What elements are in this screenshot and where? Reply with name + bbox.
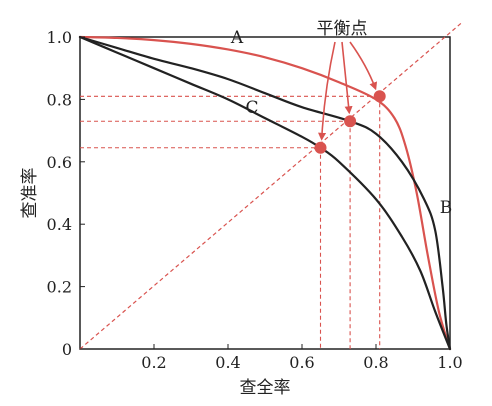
plot-area <box>78 22 462 351</box>
x-tick-label: 1.0 <box>437 353 462 372</box>
x-tick-label: 0.4 <box>215 353 240 372</box>
curve-a <box>78 35 452 351</box>
x-tick-label: 0.2 <box>141 353 166 372</box>
x-tick-label: 0.6 <box>289 353 314 372</box>
curve-label-a: A <box>230 28 244 48</box>
y-tick-label: 0.4 <box>47 215 72 234</box>
break-even-marker <box>344 115 357 128</box>
annotation-arrow <box>318 41 336 141</box>
break-even-annotation: 平衡点 <box>317 19 368 39</box>
x-axis-ticks: 0.2 0.4 0.6 0.8 1.0 <box>141 344 463 372</box>
curve-label-c: C <box>245 98 258 118</box>
y-axis-title-group: 查准率 <box>20 168 40 219</box>
curve-label-b: B <box>440 198 453 218</box>
break-even-marker <box>314 141 327 154</box>
annotation-arrow <box>349 41 378 91</box>
y-axis-ticks: 0 0.2 0.4 0.6 0.8 1.0 <box>47 28 85 359</box>
curve-c <box>78 35 452 351</box>
y-tick-label: 0.2 <box>47 278 72 297</box>
diagonal-line <box>79 22 462 350</box>
y-tick-label: 0.6 <box>47 153 72 172</box>
x-tick-label: 0.8 <box>363 353 388 372</box>
y-axis-title: 查准率 <box>20 168 40 219</box>
x-axis-title: 查全率 <box>240 378 291 398</box>
annotation-arrow <box>341 41 353 115</box>
y-tick-label: 1.0 <box>47 28 72 47</box>
y-tick-label: 0 <box>62 340 72 359</box>
y-tick-label: 0.8 <box>47 90 72 109</box>
plot-frame <box>79 36 451 350</box>
break-even-marker <box>373 90 386 103</box>
